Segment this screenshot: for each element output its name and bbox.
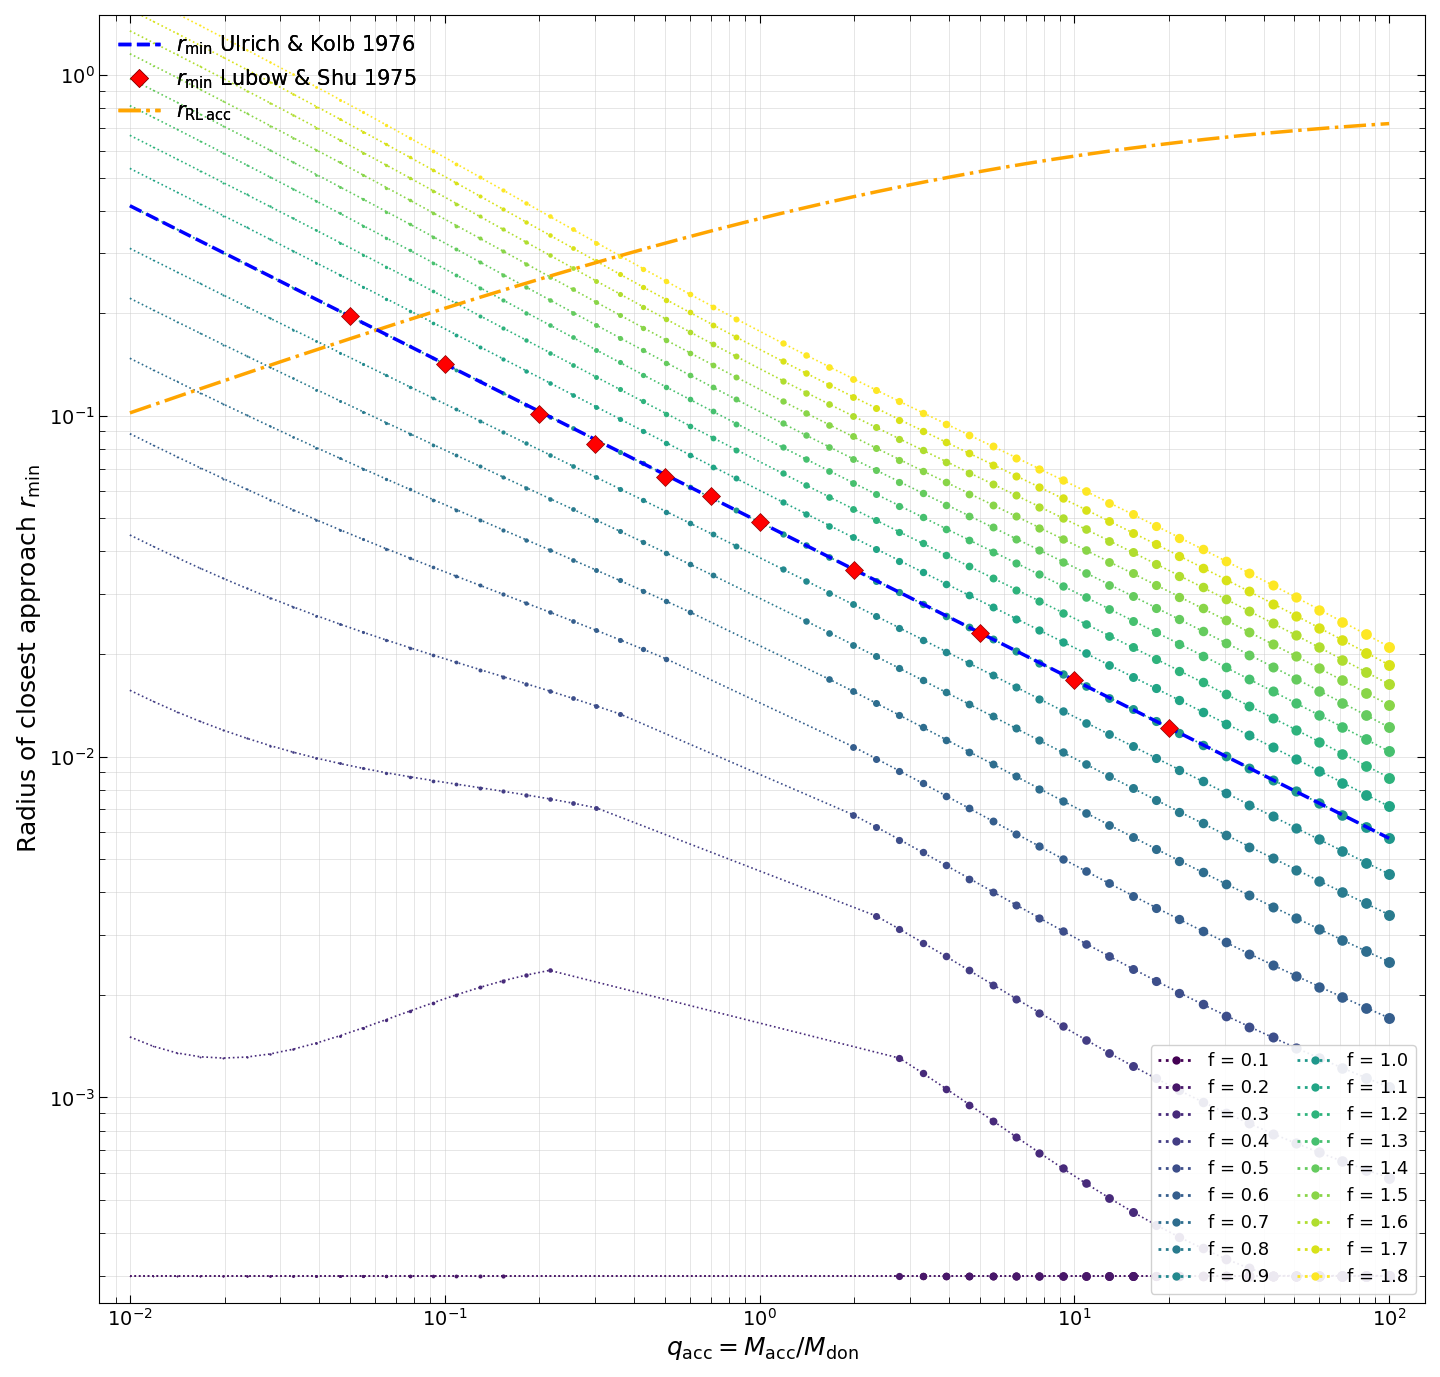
- $r_{\mathrm{min}}$ Lubow & Shu 1975: [971, 624, 988, 640]
- $r_{\mathrm{RL\,acc}}$: [356, 326, 373, 343]
- $r_{\mathrm{min}}$ Ulrich & Kolb 1976: [171, 223, 189, 240]
- $r_{\mathrm{min}}$ Ulrich & Kolb 1976: [1318, 799, 1335, 815]
- $r_{\mathrm{RL\,acc}}$: [197, 379, 215, 395]
- $r_{\mathrm{min}}$ Lubow & Shu 1975: [531, 406, 549, 423]
- $r_{\mathrm{RL\,acc}}$: [121, 405, 138, 421]
- Line: $r_{\mathrm{min}}$ Lubow & Shu 1975: $r_{\mathrm{min}}$ Lubow & Shu 1975: [344, 310, 1175, 734]
- Y-axis label: Radius of closest approach $r_{\mathrm{min}}$: Radius of closest approach $r_{\mathrm{m…: [14, 464, 43, 854]
- $r_{\mathrm{min}}$ Lubow & Shu 1975: [703, 487, 720, 504]
- $r_{\mathrm{min}}$ Lubow & Shu 1975: [1066, 672, 1083, 688]
- $r_{\mathrm{min}}$ Lubow & Shu 1975: [436, 355, 454, 372]
- $r_{\mathrm{min}}$ Lubow & Shu 1975: [750, 514, 768, 530]
- $r_{\mathrm{RL\,acc}}$: [1318, 120, 1335, 136]
- Line: $r_{\mathrm{min}}$ Ulrich & Kolb 1976: $r_{\mathrm{min}}$ Ulrich & Kolb 1976: [130, 205, 1390, 839]
- $r_{\mathrm{min}}$ Lubow & Shu 1975: [845, 562, 863, 578]
- $r_{\mathrm{min}}$ Lubow & Shu 1975: [1161, 720, 1178, 737]
- $r_{\mathrm{RL\,acc}}$: [1273, 124, 1290, 140]
- X-axis label: $q_{\mathrm{acc}} = M_{\mathrm{acc}}/M_{\mathrm{don}}$: $q_{\mathrm{acc}} = M_{\mathrm{acc}}/M_{…: [665, 1334, 858, 1362]
- $r_{\mathrm{min}}$ Ulrich & Kolb 1976: [121, 197, 138, 213]
- $r_{\mathrm{RL\,acc}}$: [456, 293, 474, 310]
- $r_{\mathrm{min}}$ Ulrich & Kolb 1976: [356, 315, 373, 332]
- $r_{\mathrm{min}}$ Ulrich & Kolb 1976: [1273, 777, 1290, 793]
- $r_{\mathrm{RL\,acc}}$: [171, 387, 189, 403]
- $r_{\mathrm{min}}$ Lubow & Shu 1975: [586, 435, 603, 452]
- $r_{\mathrm{min}}$ Ulrich & Kolb 1976: [456, 366, 474, 383]
- $r_{\mathrm{min}}$ Lubow & Shu 1975: [657, 470, 674, 486]
- $r_{\mathrm{min}}$ Lubow & Shu 1975: [341, 308, 359, 325]
- $r_{\mathrm{min}}$ Ulrich & Kolb 1976: [1381, 830, 1398, 847]
- Legend: f = 0.1, f = 0.2, f = 0.3, f = 0.4, f = 0.5, f = 0.6, f = 0.7, f = 0.8, f = 0.9,: f = 0.1, f = 0.2, f = 0.3, f = 0.4, f = …: [1151, 1045, 1416, 1293]
- $r_{\mathrm{RL\,acc}}$: [1381, 116, 1398, 132]
- Line: $r_{\mathrm{RL\,acc}}$: $r_{\mathrm{RL\,acc}}$: [130, 124, 1390, 413]
- $r_{\mathrm{min}}$ Ulrich & Kolb 1976: [197, 235, 215, 252]
